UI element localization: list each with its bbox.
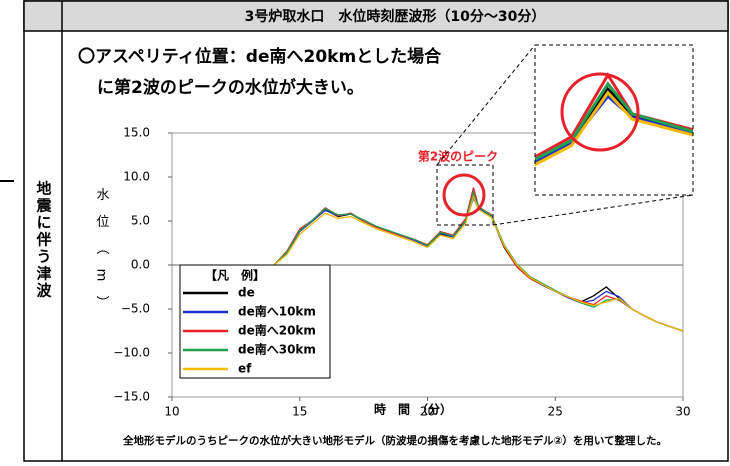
x-axis-label: 時 間 （分）: [374, 402, 452, 417]
y-tick-label: −10.0: [113, 346, 150, 360]
side-label: 地震に伴う津波: [35, 180, 53, 300]
legend-box: [179, 264, 331, 379]
y-axis-label: 水位（m）: [94, 188, 110, 323]
y-tick-label: 5.0: [131, 214, 150, 228]
y-tick-label: 15.0: [123, 126, 150, 140]
y-tick-label: −5.0: [121, 302, 150, 316]
inset-line: [535, 90, 693, 167]
legend-label: de: [238, 286, 255, 300]
inset-bg: [535, 45, 693, 195]
heading-line: 〇アスペリティ位置：de南へ20kmとした場合: [78, 46, 442, 67]
y-tick-label: 10.0: [123, 170, 150, 184]
x-tick-label: 25: [548, 405, 563, 419]
legend-title: 【凡 例】: [205, 268, 265, 283]
legend-label: ef: [238, 362, 252, 376]
annotation: 第2波のピーク: [418, 149, 498, 164]
y-tick-label: 0.0: [131, 258, 150, 272]
series-line: [273, 194, 684, 332]
inset-frame: [534, 44, 694, 196]
header-title: 3号炉取水口 水位時刻歴波形（10分～30分）: [245, 8, 546, 25]
legend-label: de南へ30km: [238, 342, 316, 357]
inset: [535, 72, 693, 167]
zoom-box: [436, 164, 494, 226]
x-tick-label: 20: [420, 405, 435, 419]
x-tick-label: 10: [164, 405, 179, 419]
x-tick-label: 30: [675, 405, 690, 419]
y-tick-label: −15.0: [113, 390, 150, 404]
inset-circle: [560, 72, 640, 152]
footnote: 全地形モデルのうちピークの水位が大きい地形モデル（防波堤の損傷を考慮した地形モデ…: [122, 434, 667, 447]
legend-label: de南へ20km: [238, 323, 316, 338]
zoom-link: [436, 44, 536, 166]
header-row: [23, 0, 729, 32]
x-tick-label: 15: [292, 405, 307, 419]
legend-label: de南へ10km: [238, 304, 316, 319]
peak-circle: [442, 173, 486, 217]
inset-line: [535, 72, 693, 159]
inset-line: [535, 81, 693, 162]
heading-line: に第2波のピークの水位が大きい。: [97, 77, 364, 98]
zoom-link: [492, 194, 694, 226]
inset-line: [535, 86, 693, 163]
